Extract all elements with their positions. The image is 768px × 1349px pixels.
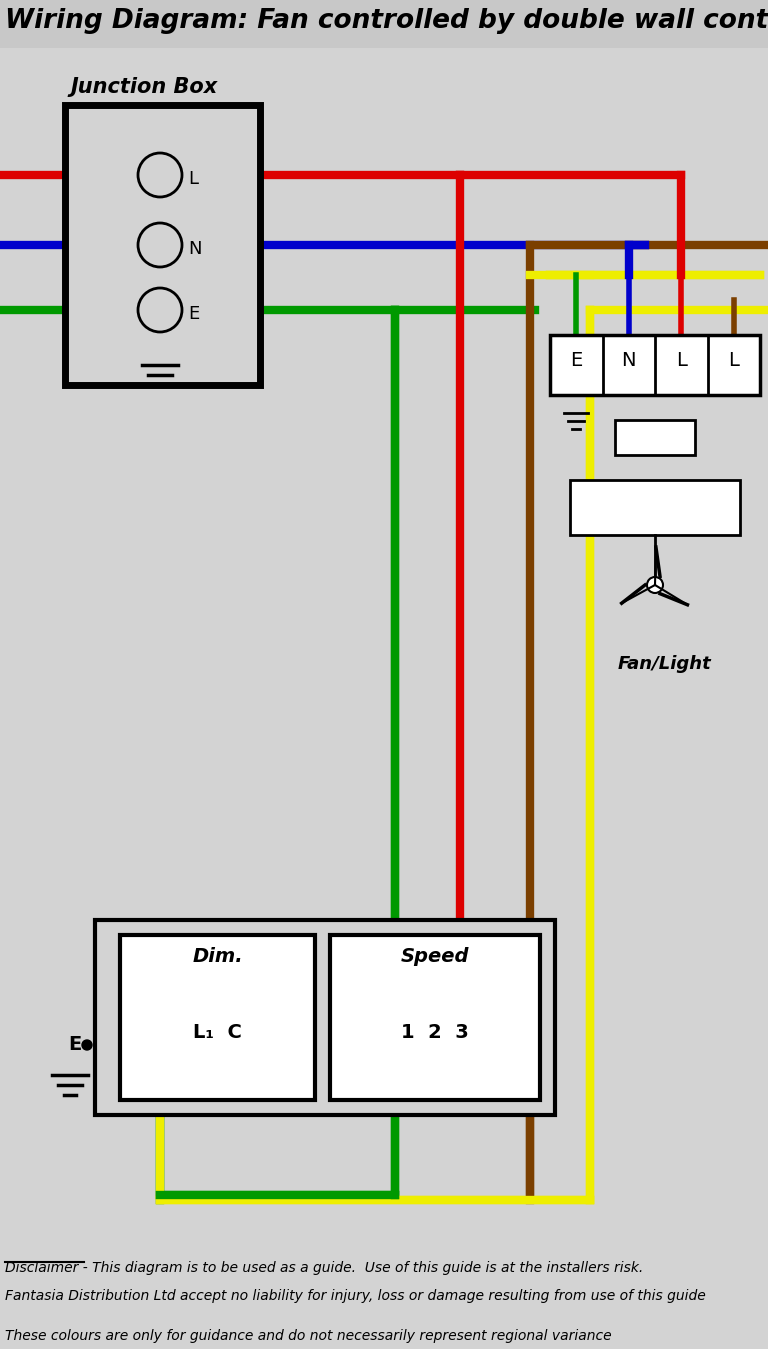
Text: N: N bbox=[621, 351, 636, 370]
Text: N: N bbox=[188, 240, 201, 258]
Text: L₁  C: L₁ C bbox=[193, 1023, 242, 1041]
Bar bbox=[95, 920, 555, 1116]
Text: E: E bbox=[188, 305, 199, 322]
Circle shape bbox=[82, 1040, 92, 1050]
Circle shape bbox=[138, 223, 182, 267]
Circle shape bbox=[138, 152, 182, 197]
Bar bbox=[65, 105, 260, 384]
Text: E: E bbox=[570, 351, 582, 370]
Circle shape bbox=[647, 577, 663, 594]
Bar bbox=[120, 935, 315, 1099]
Text: 1  2  3: 1 2 3 bbox=[401, 1023, 469, 1041]
Text: Disclaimer - This diagram is to be used as a guide.  Use of this guide is at the: Disclaimer - This diagram is to be used … bbox=[5, 1261, 644, 1275]
Bar bbox=[330, 935, 540, 1099]
Text: L: L bbox=[728, 351, 739, 370]
Bar bbox=[550, 335, 760, 395]
Text: Wiring Diagram: Fan controlled by double wall control: Wiring Diagram: Fan controlled by double… bbox=[5, 8, 768, 34]
Text: Fantasia Distribution Ltd accept no liability for injury, loss or damage resulti: Fantasia Distribution Ltd accept no liab… bbox=[5, 1290, 706, 1303]
Circle shape bbox=[138, 287, 182, 332]
Text: Dim.: Dim. bbox=[192, 947, 243, 966]
Text: Speed: Speed bbox=[401, 947, 469, 966]
Bar bbox=[615, 420, 695, 455]
Bar bbox=[570, 480, 740, 536]
Text: L: L bbox=[676, 351, 687, 370]
Bar bbox=[0, 0, 768, 49]
Text: Fan/Light: Fan/Light bbox=[618, 656, 712, 673]
Text: L: L bbox=[188, 170, 198, 188]
Text: E: E bbox=[68, 1036, 81, 1055]
Text: Junction Box: Junction Box bbox=[70, 77, 217, 97]
Text: These colours are only for guidance and do not necessarily represent regional va: These colours are only for guidance and … bbox=[5, 1329, 611, 1344]
